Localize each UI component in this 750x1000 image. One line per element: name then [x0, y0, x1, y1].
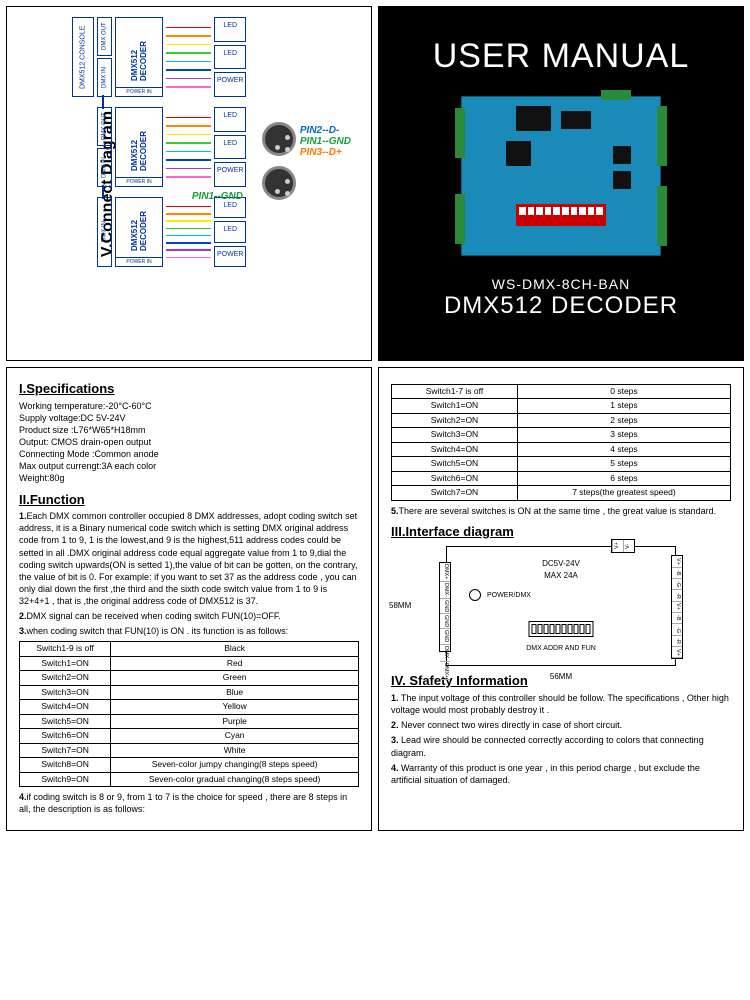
spec-line: Max output currengt:3A each color — [19, 460, 359, 472]
table-row: Switch6=ON6 steps — [392, 471, 731, 485]
xlr-connector — [262, 122, 296, 156]
function-heading: II.Function — [19, 491, 359, 509]
table-row: Switch2=ON2 steps — [392, 413, 731, 427]
interface-safety-panel: Switch1-7 is off0 stepsSwitch1=ON1 steps… — [378, 367, 744, 831]
decoder-box: DMX512 DECODERPOWER IN — [115, 107, 163, 187]
function-item-5: 5.There are several switches is ON at th… — [391, 505, 731, 517]
spec-line: Working temperature:-20°C-60°C — [19, 400, 359, 412]
decoder-row: DMX INDMX512 DECODERPOWER INLEDLEDPOWER — [72, 197, 361, 267]
safety-items: 1. The input voltage of this controller … — [391, 692, 731, 786]
table-row: Switch8=ONSeven-color jumpy changing(8 s… — [20, 758, 359, 772]
decoder-row: DMX512 CONSOLEDMX OUTDMX INDMX512 DECODE… — [72, 17, 361, 97]
interface-heading: III.Interface diagram — [391, 523, 731, 541]
table-row: Switch7=ONWhite — [20, 743, 359, 757]
function-item-4: 4.if coding switch is 8 or 9, from 1 to … — [19, 791, 359, 815]
spec-line: Output: CMOS drain-open output — [19, 436, 359, 448]
color-table: Switch1-9 is offBlackSwitch1=ONRedSwitch… — [19, 641, 359, 787]
cover-model: WS-DMX-8CH-BAN — [444, 276, 678, 292]
function-item-3: 3.when coding switch that FUN(10) is ON … — [19, 625, 359, 637]
diagram-area: DMX512 CONSOLEDMX OUTDMX INDMX512 DECODE… — [72, 17, 361, 267]
function-item-2: 2.DMX signal can be received when coding… — [19, 610, 359, 622]
safety-item: 4. Warranty of this product is one year … — [391, 762, 731, 786]
xlr-connector — [262, 166, 296, 200]
table-row: Switch4=ON4 steps — [392, 442, 731, 456]
table-row: Switch5=ON5 steps — [392, 457, 731, 471]
safety-item: 2. Never connect two wires directly in c… — [391, 719, 731, 731]
pcb-image — [461, 96, 661, 256]
table-row: Switch3=ON3 steps — [392, 428, 731, 442]
table-row: Switch1=ONRed — [20, 656, 359, 670]
speed-table: Switch1-7 is off0 stepsSwitch1=ON1 steps… — [391, 384, 731, 501]
table-row: Switch5=ONPurple — [20, 714, 359, 728]
function-item-1: 1.Each DMX common controller occupied 8 … — [19, 510, 359, 607]
table-row: Switch7=ON7 steps(the greatest speed) — [392, 486, 731, 500]
table-row: Switch1-9 is offBlack — [20, 642, 359, 656]
table-row: Switch3=ONBlue — [20, 685, 359, 699]
spec-line: Product size :L76*W65*H18mm — [19, 424, 359, 436]
connect-diagram-panel: V.Connect Diagram DMX512 CONSOLEDMX OUTD… — [6, 6, 372, 361]
spec-lines: Working temperature:-20°C-60°CSupply vol… — [19, 400, 359, 485]
safety-item: 1. The input voltage of this controller … — [391, 692, 731, 716]
cover-panel: USER MANUAL WS-DMX-8CH-BAN DMX512 DECODE… — [378, 6, 744, 361]
table-row: Switch2=ONGreen — [20, 671, 359, 685]
interface-diagram: DMX+DMX-GNDGNDGNDDMX-DMX+ V+V- V+-B-G-RV… — [446, 546, 676, 666]
spec-line: Supply voltage:DC 5V-24V — [19, 412, 359, 424]
table-row: Switch1-7 is off0 steps — [392, 385, 731, 399]
specs-function-panel: I.Specifications Working temperature:-20… — [6, 367, 372, 831]
spec-line: Weight:80g — [19, 472, 359, 484]
decoder-box: DMX512 DECODERPOWER IN — [115, 17, 163, 97]
cover-product: DMX512 DECODER — [444, 292, 678, 320]
console-box: DMX512 CONSOLE — [72, 17, 94, 97]
table-row: Switch4=ONYellow — [20, 700, 359, 714]
safety-item: 3. Lead wire should be connected correct… — [391, 734, 731, 758]
table-row: Switch9=ONSeven-color gradual changing(8… — [20, 772, 359, 786]
specs-heading: I.Specifications — [19, 380, 359, 398]
table-row: Switch6=ONCyan — [20, 729, 359, 743]
table-row: Switch1=ON1 steps — [392, 399, 731, 413]
cover-title: USER MANUAL — [433, 37, 690, 76]
dim-height: 58MM — [389, 601, 411, 612]
dim-width: 56MM — [391, 672, 731, 683]
decoder-box: DMX512 DECODERPOWER IN — [115, 197, 163, 267]
spec-line: Connecting Mode :Common anode — [19, 448, 359, 460]
